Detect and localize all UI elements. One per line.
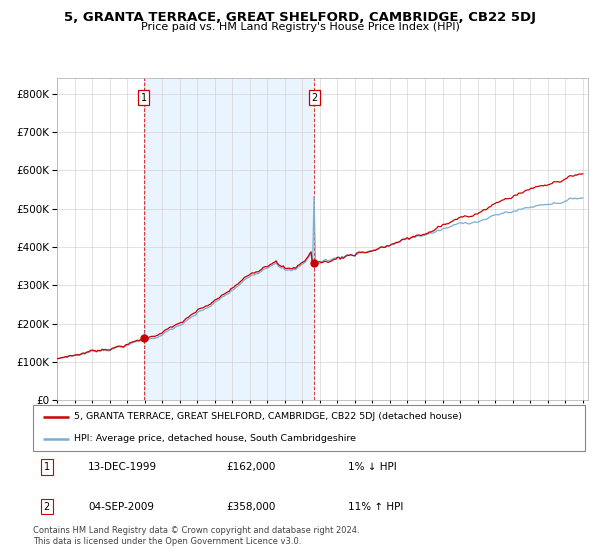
Text: 04-SEP-2009: 04-SEP-2009 — [88, 502, 154, 511]
Text: 11% ↑ HPI: 11% ↑ HPI — [347, 502, 403, 511]
Text: Contains HM Land Registry data © Crown copyright and database right 2024.
This d: Contains HM Land Registry data © Crown c… — [33, 526, 359, 546]
Text: Price paid vs. HM Land Registry's House Price Index (HPI): Price paid vs. HM Land Registry's House … — [140, 22, 460, 32]
Bar — [144, 78, 314, 400]
Text: 2: 2 — [311, 92, 317, 102]
Text: 5, GRANTA TERRACE, GREAT SHELFORD, CAMBRIDGE, CB22 5DJ (detached house): 5, GRANTA TERRACE, GREAT SHELFORD, CAMBR… — [74, 412, 463, 421]
Text: 1: 1 — [141, 92, 147, 102]
Text: HPI: Average price, detached house, South Cambridgeshire: HPI: Average price, detached house, Sout… — [74, 435, 356, 444]
Text: 1% ↓ HPI: 1% ↓ HPI — [347, 463, 397, 472]
Text: 5, GRANTA TERRACE, GREAT SHELFORD, CAMBRIDGE, CB22 5DJ: 5, GRANTA TERRACE, GREAT SHELFORD, CAMBR… — [64, 11, 536, 24]
Text: 2: 2 — [44, 502, 50, 511]
Text: 1: 1 — [44, 463, 50, 472]
Text: 13-DEC-1999: 13-DEC-1999 — [88, 463, 157, 472]
FancyBboxPatch shape — [33, 405, 585, 451]
Text: £162,000: £162,000 — [226, 463, 275, 472]
Text: £358,000: £358,000 — [226, 502, 275, 511]
